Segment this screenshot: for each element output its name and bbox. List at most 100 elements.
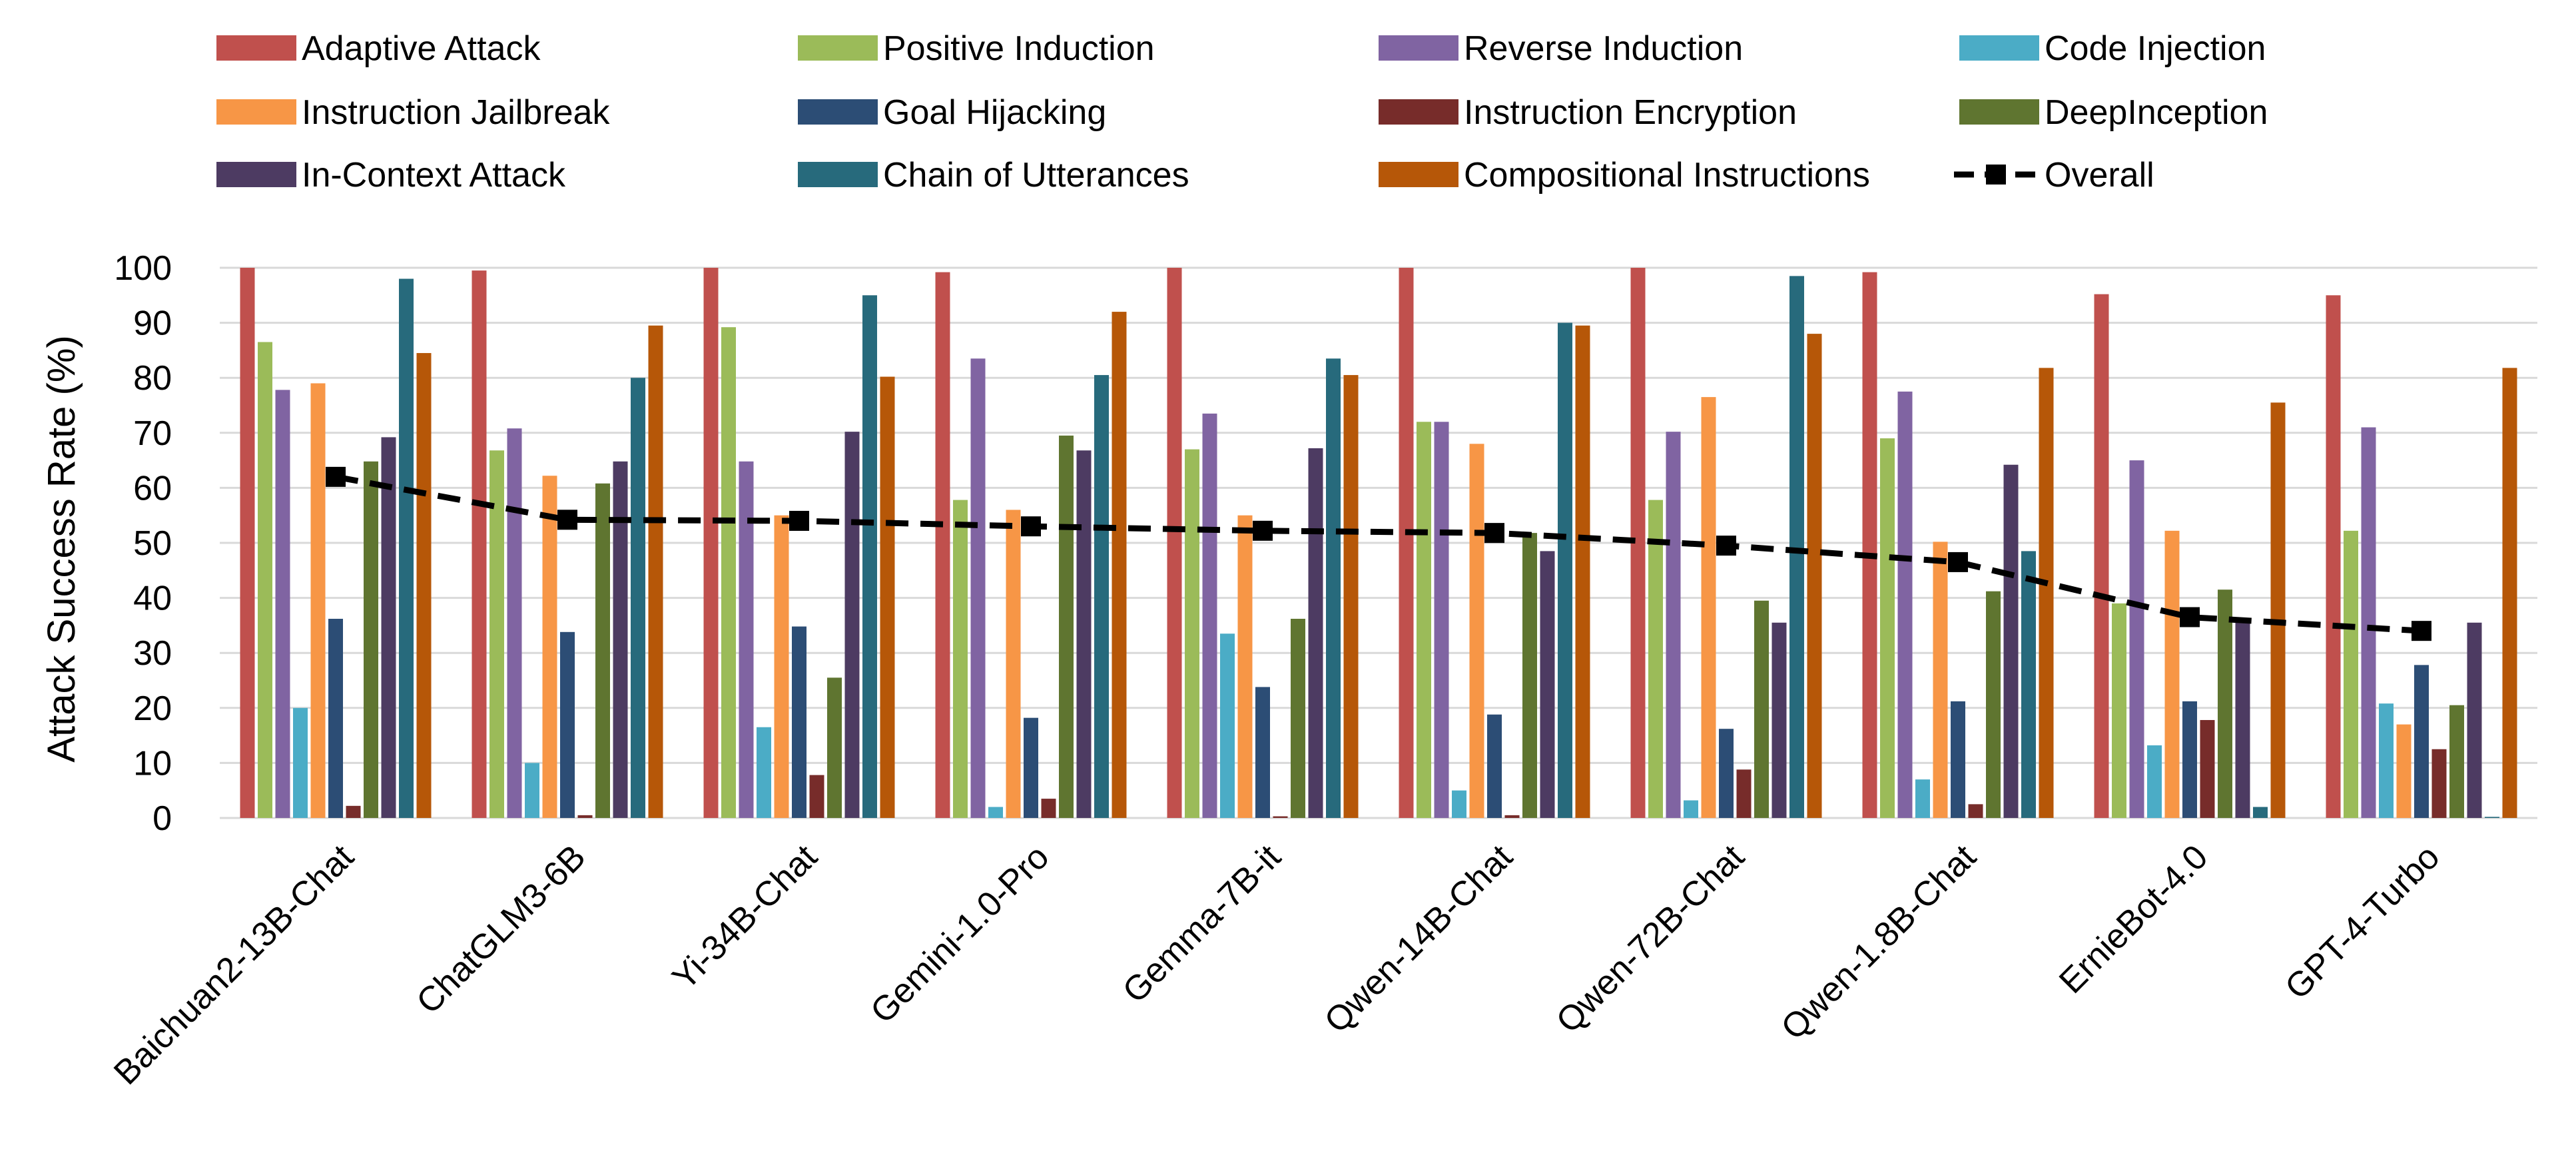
- bar: [757, 727, 771, 818]
- legend-swatch: [1379, 99, 1458, 125]
- bar: [1701, 397, 1716, 818]
- bar: [577, 815, 593, 818]
- bar: [1771, 622, 1787, 818]
- bar: [1504, 815, 1520, 818]
- y-tick-label: 100: [114, 249, 172, 288]
- bar: [1522, 533, 1537, 818]
- overall-line: [326, 466, 2431, 641]
- bar: [2270, 402, 2286, 818]
- legend-label: Positive Induction: [883, 29, 1155, 68]
- bar: [1951, 701, 1965, 818]
- bar: [1968, 804, 1983, 818]
- bar: [2003, 464, 2019, 818]
- x-axis-labels: Baichuan2-13B-Chat ChatGLM3-6B Yi-34B-Chat…: [107, 837, 2447, 1092]
- overall-point: [2412, 621, 2431, 641]
- x-tick-label: ChatGLM3-6B: [409, 837, 593, 1021]
- y-tick-label: 90: [133, 304, 172, 343]
- bar: [1915, 779, 1930, 818]
- bar: [1076, 450, 1092, 818]
- y-tick-label: 70: [133, 414, 172, 453]
- y-tick-label: 40: [133, 579, 172, 618]
- x-tick-label: Baichuan2-13B-Chat: [107, 837, 362, 1092]
- bar: [880, 376, 895, 818]
- bar: [721, 327, 736, 818]
- bar: [507, 428, 522, 818]
- legend-swatch: [1379, 35, 1458, 61]
- bar: [2147, 745, 2162, 818]
- legend-swatch: [1379, 162, 1458, 187]
- y-axis-ticks: 0 10 20 30 40 50 60 70 80 90 100: [114, 249, 172, 838]
- y-tick-label: 20: [133, 689, 172, 728]
- bar: [953, 500, 968, 818]
- bar: [1575, 325, 1590, 819]
- bar: [703, 268, 719, 818]
- legend-label: Overall: [2045, 156, 2154, 194]
- bar: [988, 807, 1003, 818]
- bar: [1041, 799, 1056, 818]
- bar: [1059, 435, 1074, 818]
- x-tick-label: ErnieBot-4.0: [2052, 837, 2215, 1000]
- x-tick-label: Qwen-14B-Chat: [1317, 837, 1520, 1040]
- bar: [293, 707, 308, 818]
- y-axis-title: Attack Success Rate (%): [40, 335, 83, 762]
- bar: [1648, 500, 1663, 818]
- legend-label: Code Injection: [2045, 29, 2266, 68]
- bar: [862, 295, 877, 818]
- bar: [1024, 717, 1038, 818]
- bar: [542, 476, 557, 818]
- overall-point: [789, 510, 809, 531]
- bar: [1736, 769, 1752, 818]
- bar: [1273, 816, 1288, 818]
- bar: [1167, 268, 1182, 818]
- bar: [1237, 515, 1253, 818]
- legend-swatch: [798, 35, 878, 61]
- bar: [1487, 714, 1502, 818]
- overall-point: [1716, 536, 1736, 556]
- bar: [240, 268, 255, 818]
- bar: [1754, 600, 1769, 818]
- bar: [1719, 729, 1734, 818]
- bar: [328, 618, 343, 818]
- bar: [1540, 551, 1555, 818]
- overall-point: [2180, 607, 2200, 627]
- overall-point: [1253, 520, 1273, 541]
- bar: [1202, 413, 1217, 818]
- bar: [2326, 295, 2341, 818]
- overall-point: [326, 466, 346, 487]
- bars: [240, 268, 2517, 819]
- bar: [2449, 705, 2464, 818]
- bar: [416, 353, 432, 818]
- overall-point: [1021, 516, 1041, 537]
- legend-swatch: [798, 99, 878, 125]
- bar: [631, 378, 645, 818]
- bar: [739, 461, 754, 818]
- y-tick-label: 80: [133, 359, 172, 398]
- legend-label: Chain of Utterances: [883, 156, 1189, 194]
- bar: [2112, 603, 2126, 818]
- bar: [2414, 665, 2429, 818]
- bar: [809, 775, 824, 818]
- bar: [2431, 749, 2447, 818]
- bar: [1434, 422, 1449, 818]
- bar: [2164, 530, 2180, 818]
- bar: [1343, 375, 1359, 818]
- bar: [1897, 391, 1913, 818]
- bar: [2379, 703, 2394, 818]
- bar: [381, 437, 396, 818]
- bar: [364, 461, 378, 818]
- legend-label: Goal Hijacking: [883, 93, 1106, 132]
- bar: [310, 383, 326, 818]
- legend-swatch: [1959, 35, 2039, 61]
- x-tick-label: Yi-34B-Chat: [665, 837, 825, 997]
- bar: [1684, 800, 1698, 818]
- bar: [935, 272, 950, 818]
- legend-label: Instruction Encryption: [1464, 93, 1797, 132]
- legend-swatch: [216, 99, 296, 125]
- bar: [1291, 618, 1305, 818]
- bar: [2094, 294, 2109, 818]
- bar: [1417, 422, 1431, 818]
- bar: [1185, 449, 1199, 818]
- overall-point: [557, 510, 577, 530]
- y-tick-label: 0: [153, 799, 172, 838]
